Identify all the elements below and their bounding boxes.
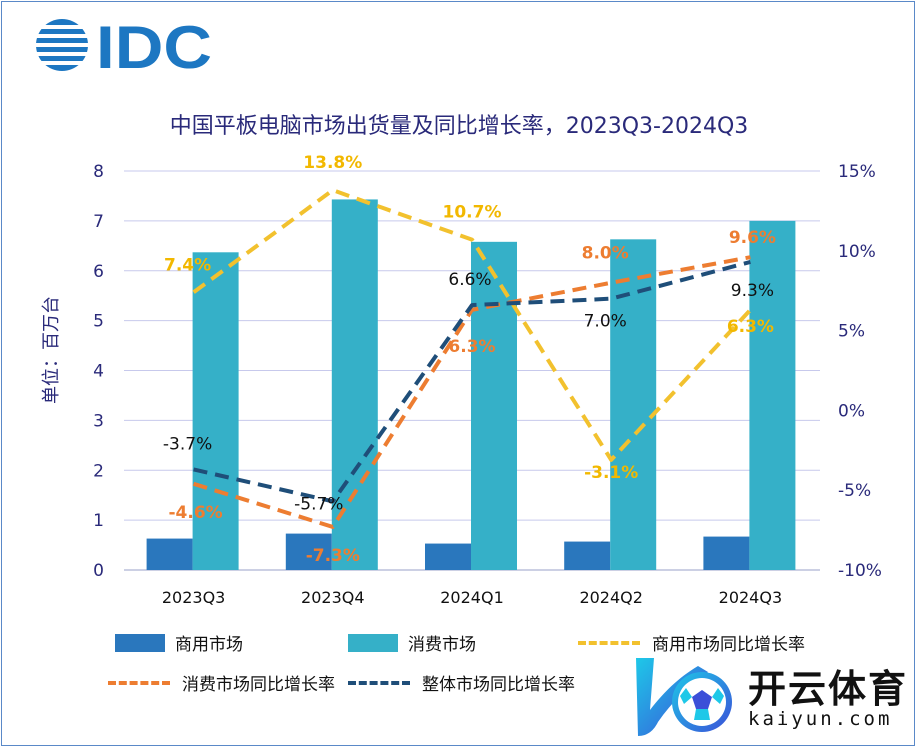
y-tick-label: 5 <box>93 312 104 332</box>
idc-globe-icon <box>34 19 90 71</box>
bar-commercial <box>146 538 193 570</box>
x-tick-label: 2023Q4 <box>301 588 365 607</box>
chart-title: 中国平板电脑市场出货量及同比增长率，2023Q3-2024Q3 <box>169 114 749 139</box>
line-consumer-growth <box>193 255 751 529</box>
data-label-consumer-growth: 9.6% <box>729 228 776 248</box>
y2-tick-label: 15% <box>838 162 876 182</box>
data-label-commercial-growth: 6.3% <box>727 317 774 337</box>
y-tick-label: 7 <box>93 212 104 232</box>
data-label-commercial-growth: 13.8% <box>303 153 362 173</box>
bar-consumer <box>471 241 517 570</box>
idc-logo: IDC <box>34 16 212 74</box>
data-label-consumer-growth: -7.3% <box>306 546 360 566</box>
y-tick-label: 0 <box>93 561 104 581</box>
x-tick-label: 2024Q3 <box>719 588 783 607</box>
y-tick-label: 2 <box>93 461 104 481</box>
data-label-total-growth: -3.7% <box>163 434 212 454</box>
y2-tick-label: 10% <box>838 242 876 262</box>
watermark-text-en: kaiyun.com <box>748 708 893 730</box>
y2-tick-label: -10% <box>838 561 882 581</box>
watermark: 开云体育 kaiyun.com <box>628 652 913 742</box>
bar-consumer <box>610 239 657 571</box>
x-tick-label: 2023Q3 <box>162 588 226 607</box>
watermark-logo-icon <box>636 658 732 736</box>
data-label-commercial-growth: 7.4% <box>164 255 211 275</box>
line-total-growth <box>193 260 751 504</box>
data-label-consumer-growth: -4.6% <box>168 503 222 523</box>
y2-tick-label: 5% <box>838 322 865 342</box>
x-tick-label: 2024Q2 <box>579 588 643 607</box>
y2-tick-label: 0% <box>838 401 865 421</box>
bar-commercial <box>564 541 611 570</box>
y-tick-label: 1 <box>93 511 104 531</box>
y-tick-label: 8 <box>93 162 104 182</box>
bar-consumer <box>331 199 378 570</box>
bar-consumer <box>749 220 796 570</box>
data-label-total-growth: 6.6% <box>448 270 491 290</box>
watermark-text-cn: 开云体育 <box>748 667 909 711</box>
idc-logo-text: IDC <box>96 16 212 74</box>
bar-commercial <box>425 543 471 570</box>
bar-consumer <box>192 252 239 570</box>
data-label-commercial-growth: -3.1% <box>584 463 638 483</box>
y-tick-label: 3 <box>93 411 104 431</box>
data-label-consumer-growth: 6.3% <box>448 337 495 357</box>
y-tick-label: 6 <box>93 262 104 282</box>
data-label-consumer-growth: 8.0% <box>582 244 629 264</box>
x-tick-label: 2024Q1 <box>440 588 504 607</box>
data-label-commercial-growth: 10.7% <box>443 203 502 223</box>
line-commercial-growth <box>192 188 752 462</box>
bar-commercial <box>703 536 750 570</box>
bar-commercial <box>285 533 332 570</box>
data-label-total-growth: 7.0% <box>584 312 627 332</box>
data-label-total-growth: 9.3% <box>731 281 774 301</box>
y2-tick-label: -5% <box>838 481 871 501</box>
y-tick-label: 4 <box>93 362 104 382</box>
data-label-total-growth: -5.7% <box>294 494 343 514</box>
